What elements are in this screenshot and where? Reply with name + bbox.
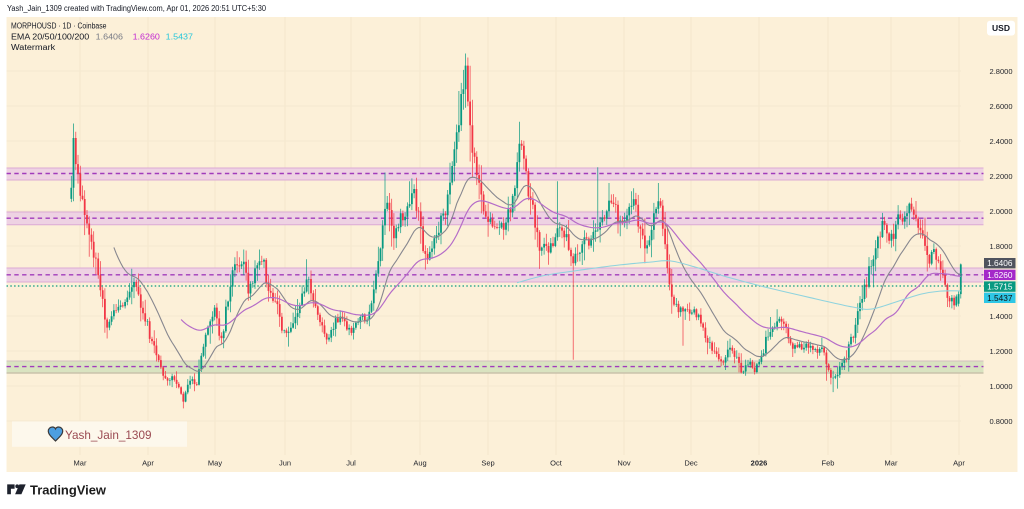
svg-text:Apr: Apr: [142, 459, 154, 468]
svg-text:2026: 2026: [751, 459, 768, 468]
svg-text:MORPHOUSD · 1D · Coinbase: MORPHOUSD · 1D · Coinbase: [11, 21, 107, 30]
svg-text:2.0000: 2.0000: [990, 207, 1013, 216]
svg-text:Oct: Oct: [550, 459, 563, 468]
svg-text:1.5437: 1.5437: [987, 293, 1013, 303]
svg-text:Aug: Aug: [413, 459, 426, 468]
svg-text:1.8000: 1.8000: [990, 242, 1013, 251]
svg-text:1.4000: 1.4000: [990, 312, 1013, 321]
svg-text:2.6000: 2.6000: [990, 102, 1013, 111]
svg-text:Dec: Dec: [684, 459, 698, 468]
svg-text:1.6260: 1.6260: [987, 270, 1013, 280]
svg-text:Mar: Mar: [74, 459, 87, 468]
svg-text:1.5715: 1.5715: [987, 282, 1013, 292]
svg-text:1.6260: 1.6260: [133, 32, 161, 41]
svg-text:Jul: Jul: [346, 459, 356, 468]
svg-text:1.6406: 1.6406: [96, 32, 123, 41]
svg-text:Yash_Jain_1309: Yash_Jain_1309: [65, 428, 152, 442]
svg-text:2.8000: 2.8000: [990, 67, 1013, 76]
svg-text:0.8000: 0.8000: [990, 417, 1013, 426]
svg-text:Jun: Jun: [279, 459, 291, 468]
svg-text:USD: USD: [992, 23, 1010, 33]
svg-text:Feb: Feb: [822, 459, 835, 468]
svg-text:Apr: Apr: [953, 459, 965, 468]
svg-text:Nov: Nov: [617, 459, 631, 468]
svg-text:1.2000: 1.2000: [990, 347, 1013, 356]
svg-text:Mar: Mar: [885, 459, 898, 468]
svg-text:2.4000: 2.4000: [990, 137, 1013, 146]
svg-text:EMA 20/50/100/200: EMA 20/50/100/200: [11, 32, 90, 41]
svg-text:1.6406: 1.6406: [987, 258, 1013, 268]
svg-text:Sep: Sep: [481, 459, 494, 468]
svg-text:Watermark: Watermark: [11, 43, 55, 52]
svg-text:1.0000: 1.0000: [990, 382, 1013, 391]
svg-text:Yash_Jain_1309 created with Tr: Yash_Jain_1309 created with TradingView.…: [7, 4, 267, 13]
svg-text:2.2000: 2.2000: [990, 172, 1013, 181]
svg-text:1.5437: 1.5437: [166, 32, 193, 41]
svg-text:May: May: [208, 459, 222, 468]
svg-text:TradingView: TradingView: [30, 482, 107, 497]
